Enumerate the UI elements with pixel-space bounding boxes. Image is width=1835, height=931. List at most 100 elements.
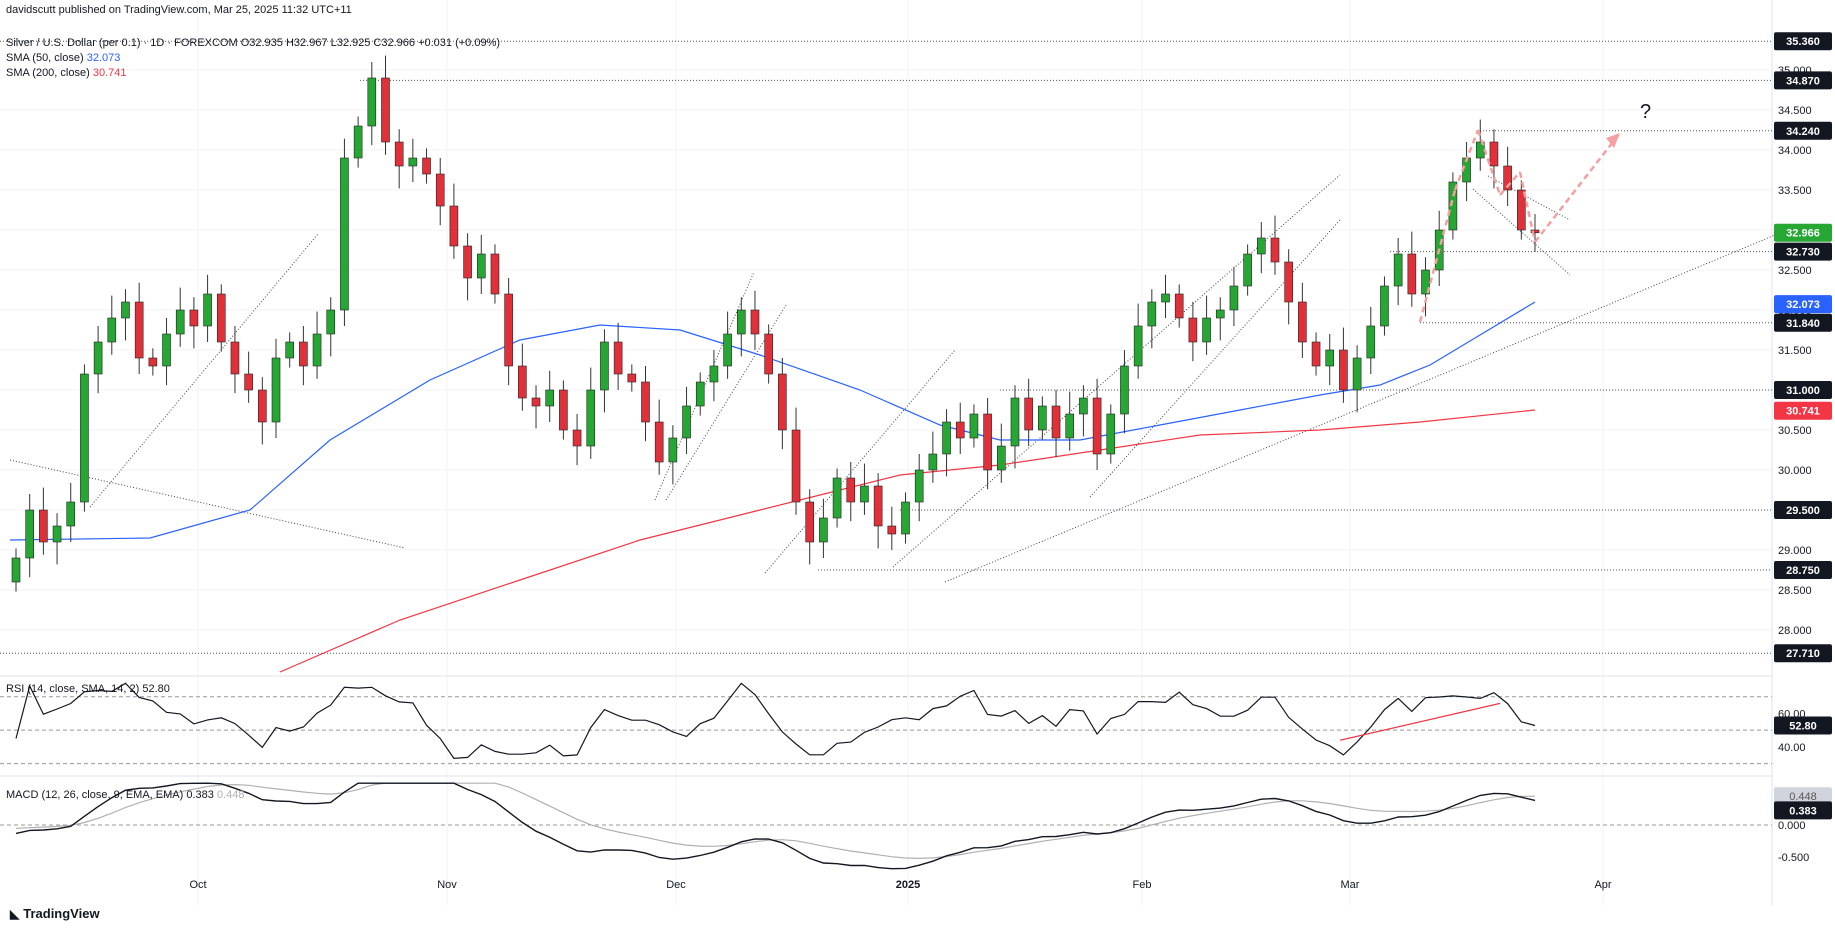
- candle-body: [1270, 237, 1280, 263]
- candle: [531, 385, 541, 429]
- candle-body: [1092, 397, 1102, 455]
- candle-body: [11, 557, 21, 583]
- candle: [572, 414, 582, 466]
- candle-body: [1489, 141, 1499, 167]
- candle-body: [1079, 397, 1088, 415]
- candle-body: [1024, 397, 1033, 431]
- annotation-arrow-5: [1534, 132, 1621, 243]
- candle-body: [1229, 285, 1239, 311]
- candle: [914, 454, 924, 522]
- candle-body: [39, 509, 48, 543]
- price-label-box-8: [1774, 401, 1832, 420]
- candle-body: [1106, 413, 1116, 455]
- trendline-0: [89, 233, 319, 508]
- candle: [695, 372, 705, 416]
- candle-body: [1407, 253, 1417, 295]
- candle-body: [1284, 261, 1293, 303]
- macd-signal-line: [15, 782, 1536, 860]
- candle: [1434, 210, 1444, 286]
- candle-body: [1325, 349, 1335, 367]
- candle: [1503, 146, 1512, 206]
- candle-body: [764, 333, 773, 375]
- candle-body: [203, 293, 212, 327]
- candle-body: [641, 381, 650, 423]
- candle-body: [695, 381, 705, 407]
- candle: [1339, 327, 1348, 403]
- price-label-box-11: [1774, 644, 1832, 663]
- candle-body: [490, 253, 500, 295]
- price-label-2: 34.240: [1786, 126, 1820, 138]
- candle: [846, 462, 856, 522]
- rsi-legend: RSI (14, close, SMA, 14, 2) 52.80: [6, 683, 170, 695]
- candle-body: [463, 245, 472, 279]
- candle-body: [121, 301, 130, 319]
- candle: [39, 487, 48, 555]
- candle-body: [258, 389, 267, 423]
- rsi-label: RSI (14, close, SMA, 14, 2): [6, 683, 140, 695]
- brand-text: TradingView: [23, 906, 100, 921]
- candle-body: [1202, 317, 1211, 343]
- candle-body: [1393, 253, 1403, 287]
- candle: [1407, 231, 1417, 307]
- candle-body: [1517, 189, 1526, 231]
- candle: [1188, 302, 1198, 362]
- candle: [1243, 244, 1252, 296]
- candle: [750, 290, 760, 350]
- publisher-line: davidscutt published on TradingView.com,…: [6, 4, 352, 16]
- candle: [1120, 350, 1129, 434]
- rsi-value-box: [1774, 716, 1832, 735]
- candle: [1161, 274, 1170, 318]
- candle-body: [518, 365, 527, 399]
- x-tick-label-6: Apr: [1594, 879, 1611, 891]
- y-tick-label-13: 28.500: [1778, 585, 1812, 597]
- candle: [476, 234, 486, 294]
- candle-body: [600, 341, 609, 391]
- sma50-value: 32.073: [86, 52, 121, 64]
- candle-body: [189, 309, 199, 327]
- annotation-arrowhead: [1606, 133, 1620, 148]
- candle: [1530, 214, 1540, 252]
- candle-body: [52, 525, 62, 543]
- price-label-3: 32.966: [1786, 228, 1820, 240]
- candle: [1202, 295, 1211, 355]
- candle: [860, 463, 869, 515]
- macd-tick-0: 0.000: [1778, 820, 1806, 832]
- candle: [80, 364, 89, 512]
- candle-body: [134, 301, 144, 359]
- sma200-label: SMA (200, close): [6, 67, 90, 79]
- candle-body: [476, 253, 486, 279]
- sma200-legend: SMA (200, close) 30.741: [6, 67, 126, 79]
- x-tick-label-5: Mar: [1341, 879, 1360, 891]
- candle: [1366, 306, 1376, 374]
- candle: [1174, 284, 1184, 328]
- candle-body: [175, 309, 185, 335]
- candle: [504, 278, 513, 386]
- candle: [518, 343, 527, 411]
- candle-body: [1174, 293, 1184, 319]
- candle: [1051, 390, 1061, 458]
- macd-value-label: 0.383: [1789, 805, 1817, 817]
- candle: [996, 423, 1006, 483]
- annotation-arrow-2: [1476, 129, 1502, 196]
- candle: [162, 318, 171, 386]
- macd-value: 0.383: [186, 789, 214, 801]
- candle-body: [1257, 237, 1266, 255]
- candle-body: [216, 293, 226, 343]
- candle: [285, 332, 294, 368]
- candle: [435, 158, 445, 226]
- tradingview-logo[interactable]: ◣ TradingView: [10, 906, 100, 921]
- trendline-4: [764, 349, 956, 574]
- candle: [1380, 276, 1389, 336]
- candle-body: [1448, 181, 1458, 231]
- candle: [545, 370, 555, 422]
- sma200-line: [279, 409, 1536, 673]
- candle: [1229, 266, 1239, 326]
- candle-body: [627, 373, 637, 383]
- candle-body: [408, 157, 418, 167]
- macd-line: [15, 782, 1536, 870]
- candle: [1257, 222, 1266, 274]
- candle-body: [1215, 309, 1225, 319]
- candle-body: [531, 397, 541, 407]
- candle-body: [572, 429, 582, 447]
